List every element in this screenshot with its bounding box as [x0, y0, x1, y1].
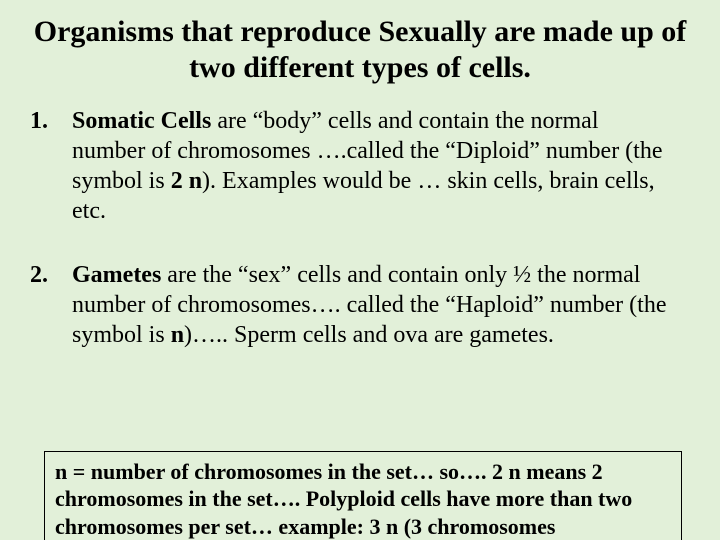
list-number: 2.	[26, 260, 72, 350]
term-somatic: Somatic Cells	[72, 108, 211, 134]
list-number: 1.	[26, 106, 72, 226]
item-text-after: )….. Sperm cells and ova are gametes.	[184, 322, 554, 348]
note-box: n = number of chromosomes in the set… so…	[44, 451, 682, 540]
list-body: Gametes are the “sex” cells and contain …	[72, 260, 674, 350]
symbol-n: n	[171, 322, 184, 348]
symbol-2n: 2 n	[171, 168, 202, 194]
slide-container: Organisms that reproduce Sexually are ma…	[0, 0, 720, 540]
slide-title: Organisms that reproduce Sexually are ma…	[18, 14, 702, 86]
cell-types-list: 1. Somatic Cells are “body” cells and co…	[18, 106, 702, 350]
term-gametes: Gametes	[72, 262, 161, 288]
list-item: 2. Gametes are the “sex” cells and conta…	[26, 260, 674, 350]
list-item: 1. Somatic Cells are “body” cells and co…	[26, 106, 674, 226]
list-body: Somatic Cells are “body” cells and conta…	[72, 106, 674, 226]
